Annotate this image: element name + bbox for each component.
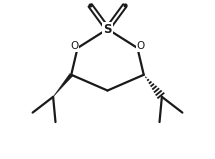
Polygon shape	[53, 74, 73, 97]
Text: O: O	[137, 41, 145, 51]
Text: O: O	[70, 41, 78, 51]
Text: S: S	[103, 23, 112, 36]
